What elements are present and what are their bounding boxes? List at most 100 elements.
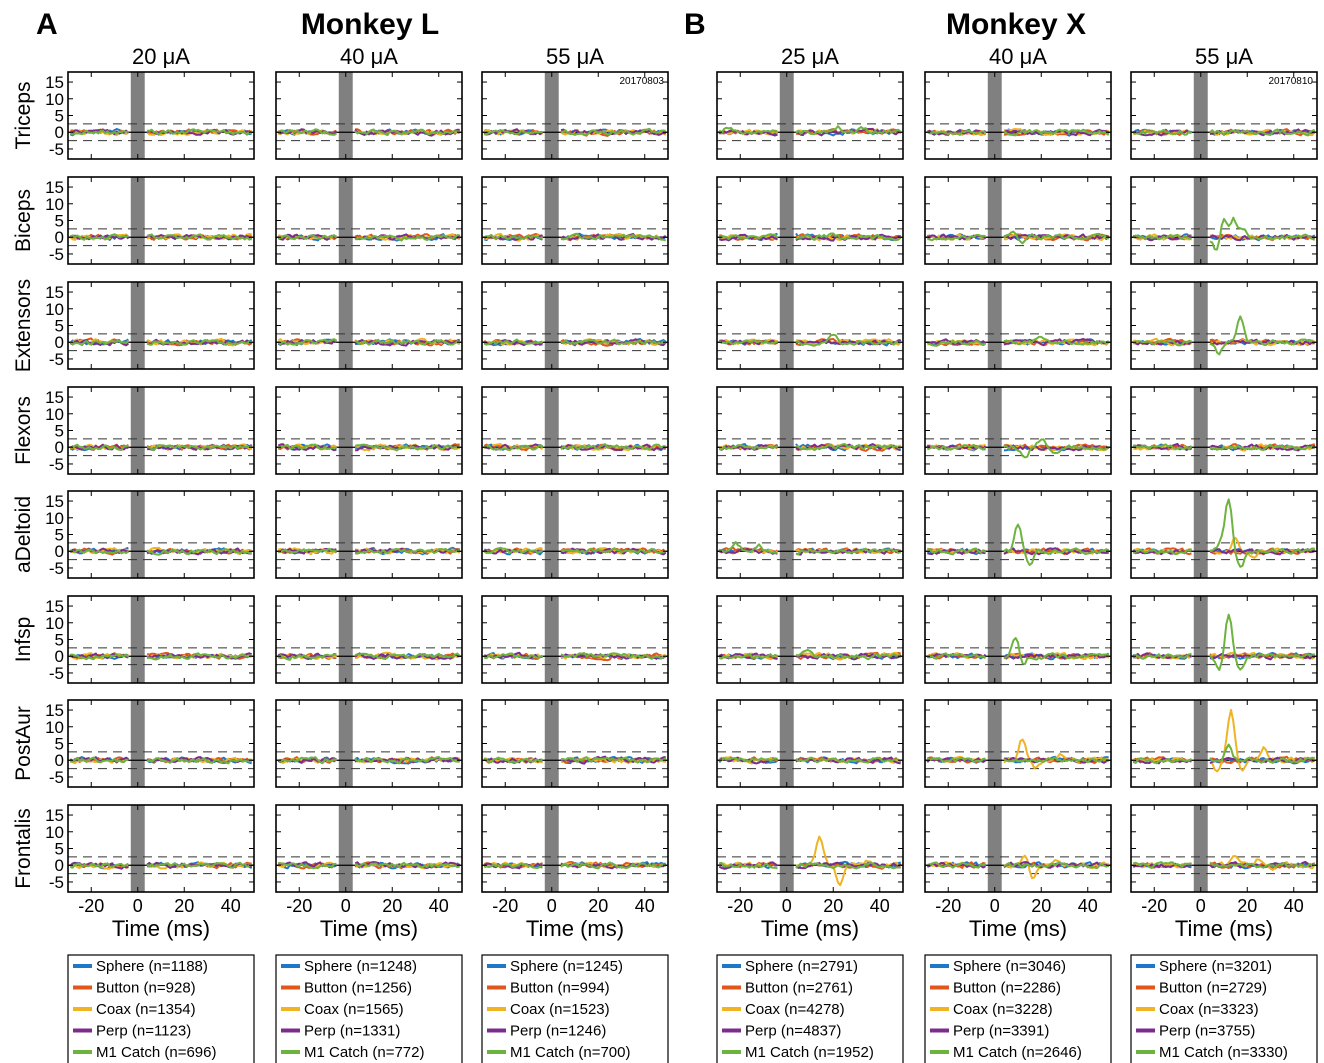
- traces: [278, 861, 461, 870]
- trace-m1-catch: [718, 232, 902, 242]
- traces: [277, 651, 461, 661]
- stim-artifact-band: [130, 805, 145, 892]
- legend-frame: [481, 954, 669, 1063]
- plot-frame: [716, 490, 904, 579]
- stim-artifact-band: [779, 387, 794, 474]
- legend-frame: [275, 954, 463, 1063]
- plot-frame: [924, 804, 1112, 893]
- plot-frame: [67, 595, 255, 684]
- subplot-postaur: [275, 699, 463, 788]
- stim-artifact-band: [779, 282, 794, 369]
- stim-artifact-band: [987, 596, 1002, 683]
- y-tick-label: -5: [49, 455, 64, 474]
- trace-perp: [70, 443, 253, 452]
- y-tick-label: -5: [49, 664, 64, 683]
- traces: [483, 338, 667, 347]
- trace-m1-catch: [1133, 861, 1316, 869]
- plot-frame: [924, 595, 1112, 684]
- subplot-adeltoid: [275, 490, 463, 579]
- y-tick-label: 15: [45, 597, 64, 616]
- legend-entry: M1 Catch (n=696): [96, 1044, 216, 1061]
- stim-artifact-band: [987, 282, 1002, 369]
- trace-perp: [1132, 548, 1315, 556]
- plot-frame: [67, 176, 255, 265]
- stim-artifact-band: [338, 700, 353, 787]
- y-tick-label: -5: [49, 559, 64, 578]
- plot-frame: [481, 699, 669, 788]
- plot-frame: [924, 176, 1112, 265]
- plot-frame: [275, 490, 463, 579]
- plot-frame: [924, 71, 1112, 160]
- plot-frame: [924, 386, 1112, 475]
- stim-artifact-band: [544, 805, 559, 892]
- legend-entry: Sphere (n=3046): [953, 958, 1066, 975]
- x-tick-label: 0: [1196, 896, 1206, 916]
- legend-entry: Perp (n=4837): [745, 1023, 841, 1040]
- x-tick-label: 0: [341, 896, 351, 916]
- row-label: Infsp: [12, 617, 35, 663]
- subplot-adeltoid: [1130, 490, 1318, 579]
- stim-artifact-band: [338, 177, 353, 264]
- y-tick-label: -5: [49, 350, 64, 369]
- y-tick-label: 15: [45, 806, 64, 825]
- column-title: 40 μA: [989, 44, 1047, 69]
- subplot-biceps: [275, 176, 463, 265]
- legend-entry: M1 Catch (n=700): [510, 1044, 630, 1061]
- y-tick-label: 5: [55, 735, 64, 754]
- trace-m1-catch: [483, 546, 666, 554]
- y-tick-label: 10: [45, 509, 64, 528]
- legend-entry: Button (n=2729): [1159, 980, 1267, 997]
- stim-artifact-band: [1193, 387, 1208, 474]
- stim-artifact-band: [338, 72, 353, 159]
- y-tick-label: 10: [45, 823, 64, 842]
- trace-coax: [718, 835, 902, 887]
- subplot-postaur: [481, 699, 669, 788]
- traces: [483, 443, 667, 452]
- x-tick-label: 40: [870, 896, 890, 916]
- plot-frame: [275, 176, 463, 265]
- trace-m1-catch: [70, 652, 253, 661]
- plot-frame: [716, 595, 904, 684]
- traces: [718, 333, 902, 347]
- subplot-adeltoid: [716, 490, 904, 579]
- legend-entry: Perp (n=3755): [1159, 1023, 1255, 1040]
- traces: [926, 738, 1110, 769]
- legend-entry: Sphere (n=1248): [304, 958, 417, 975]
- subplot-triceps: [716, 71, 904, 160]
- stim-artifact-band: [987, 72, 1002, 159]
- x-tick-label: 0: [990, 896, 1000, 916]
- x-tick-label: -20: [1141, 896, 1167, 916]
- traces: [69, 337, 253, 347]
- legend-entry: M1 Catch (n=772): [304, 1044, 424, 1061]
- plot-frame: [924, 699, 1112, 788]
- trace-m1-catch: [69, 548, 252, 556]
- row-label: aDeltoid: [12, 496, 35, 573]
- trace-m1-catch: [277, 755, 460, 765]
- subplot-biceps: [716, 176, 904, 265]
- legend-entry: Coax (n=3323): [1159, 1001, 1259, 1018]
- legend-entry: Button (n=994): [510, 980, 610, 997]
- stim-artifact-band: [1193, 177, 1208, 264]
- plot-frame: [67, 699, 255, 788]
- stim-artifact-band: [544, 387, 559, 474]
- traces: [277, 128, 461, 137]
- column-6: 55 μA 20170810 -20 0 20 40 Time (ms) Sphere (n=…: [1130, 44, 1318, 1063]
- subplot-infsp: [275, 595, 463, 684]
- column-title: 40 μA: [340, 44, 398, 69]
- subplot-frontalis: -20 0 20 40 Time (ms): [1130, 804, 1318, 941]
- x-tick-label: 40: [221, 896, 241, 916]
- column-title: 55 μA: [546, 44, 604, 69]
- subplot-flexors: [716, 386, 904, 475]
- traces: [483, 755, 667, 765]
- stim-artifact-band: [338, 805, 353, 892]
- stim-artifact-band: [130, 700, 145, 787]
- traces: [718, 125, 902, 137]
- x-tick-label: 20: [1237, 896, 1257, 916]
- trace-m1-catch: [1132, 498, 1315, 568]
- trace-m1-catch: [719, 649, 902, 661]
- plot-frame: [481, 595, 669, 684]
- traces: [277, 755, 461, 765]
- legend: Sphere (n=1248) Button (n=1256) Coax (n=15…: [275, 954, 463, 1063]
